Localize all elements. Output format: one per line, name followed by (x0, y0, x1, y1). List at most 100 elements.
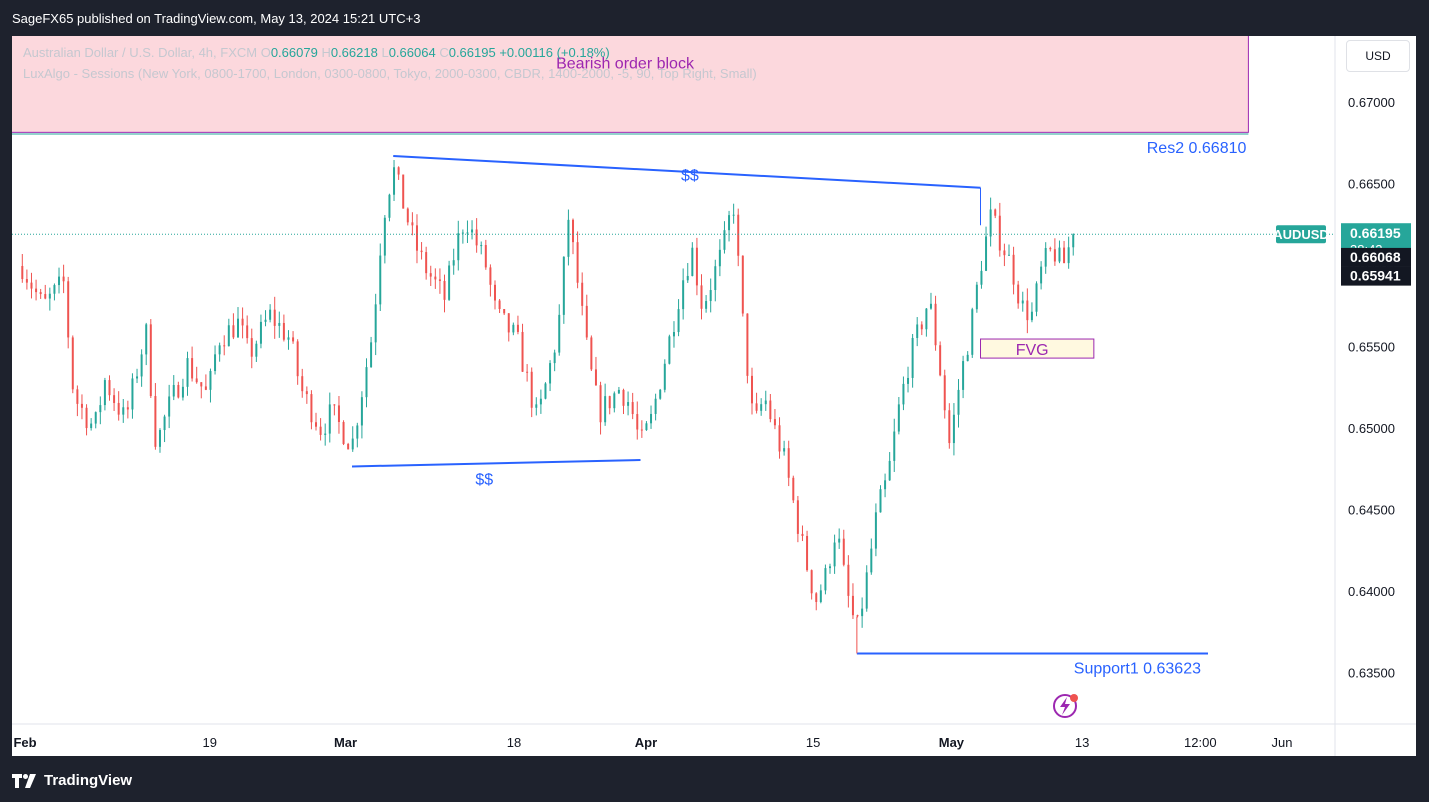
candle-body (856, 615, 859, 617)
candle-body (1072, 234, 1075, 248)
candle-body (672, 332, 675, 337)
candle-body (250, 338, 253, 357)
candle-body (741, 255, 744, 314)
candle-body (613, 393, 616, 409)
candle-body (952, 414, 955, 444)
candle-body (35, 288, 38, 293)
candle-body (388, 194, 391, 218)
candle-body (44, 294, 47, 299)
candle-body (236, 318, 239, 338)
candle-body (420, 250, 423, 253)
candle-body (934, 303, 937, 346)
candle-body (471, 229, 474, 233)
candle-body (1035, 283, 1038, 312)
candle-body (943, 375, 946, 411)
x-tick-label: 18 (507, 735, 521, 750)
brand-label: TradingView (44, 772, 133, 789)
candle-body (438, 279, 441, 281)
last-price-value: 0.66195 (1350, 225, 1401, 241)
candle-body (902, 383, 905, 405)
candle-body (750, 375, 753, 404)
footer: TradingView (0, 760, 1429, 802)
candle-body (145, 324, 148, 355)
candle-body (282, 322, 285, 340)
candle-body (971, 309, 974, 355)
change-value: +0.00116 (+0.18%) (499, 45, 610, 60)
candle-body (810, 570, 813, 594)
candle-body (989, 209, 992, 237)
y-tick-label: 0.65500 (1348, 340, 1395, 355)
candle-body (718, 249, 721, 267)
price-chart[interactable]: Bearish order block Res2 0.66810 $$ $$ Suppo… (12, 36, 1416, 756)
upper-trendline[interactable] (393, 154, 981, 189)
candle-body (163, 416, 166, 431)
x-tick-label: 15 (806, 735, 820, 750)
candle-body (907, 377, 910, 384)
candle-body (691, 247, 694, 276)
candle-body (966, 354, 969, 362)
fvg-box[interactable] (980, 338, 1095, 359)
lower-trendline[interactable] (351, 458, 641, 468)
currency-button[interactable]: USD (1346, 40, 1410, 72)
candle-body (874, 512, 877, 549)
candle-body (241, 318, 244, 326)
upper-liquidity-label: $$ (681, 167, 699, 184)
candle-body (572, 219, 575, 243)
candle-body (535, 404, 538, 408)
bearish-order-block[interactable] (12, 36, 1249, 133)
lower-liquidity-label: $$ (475, 471, 493, 488)
candle-body (911, 337, 914, 378)
candle-body (301, 376, 304, 392)
indicator-legend[interactable]: LuxAlgo - Sessions (New York, 0800-1700,… (23, 66, 757, 81)
candle-body (1063, 247, 1066, 264)
candle-body (792, 477, 795, 501)
candle-body (576, 242, 579, 283)
candle-body (879, 489, 882, 513)
candle-body (737, 214, 740, 256)
x-tick-label: 12:00 (1184, 735, 1217, 750)
candle-body (232, 325, 235, 338)
candle-body (292, 337, 295, 342)
candle-body (94, 412, 97, 424)
candle-body (324, 433, 327, 435)
candle-body (466, 232, 469, 234)
candle-body (379, 255, 382, 305)
candle-body (204, 386, 207, 390)
candle-body (328, 404, 331, 434)
candle-body (636, 414, 639, 430)
candle-body (851, 595, 854, 616)
candle-body (209, 371, 212, 390)
candle-body (172, 384, 175, 397)
candle-body (333, 404, 336, 406)
candle-body (512, 324, 515, 333)
chart-background (12, 36, 1416, 756)
candle-body (819, 590, 822, 602)
candle-body (67, 281, 70, 338)
candle-body (1007, 254, 1010, 256)
candle-body (608, 396, 611, 409)
candle-body (53, 285, 56, 294)
candle-body (682, 280, 685, 310)
candle-body (939, 345, 942, 376)
candle-body (842, 538, 845, 565)
y-tick-label: 0.65000 (1348, 421, 1395, 436)
candle-body (480, 245, 483, 247)
candle-body (1003, 250, 1006, 256)
candle-body (131, 378, 134, 410)
candle-body (1053, 249, 1056, 262)
symbol-badge-label: AUDUSD (1273, 227, 1329, 242)
candle-body (622, 389, 625, 406)
x-tick-label: 13 (1075, 735, 1089, 750)
candle-body (39, 292, 42, 295)
lightning-icon[interactable] (1053, 694, 1077, 718)
candle-body (870, 548, 873, 573)
candle-body (659, 389, 662, 399)
chart-frame[interactable]: Bearish order block Res2 0.66810 $$ $$ Suppo… (12, 36, 1416, 756)
candle-body (553, 352, 556, 364)
candle-body (1017, 284, 1020, 304)
candle-body (1040, 266, 1043, 284)
candle-body (80, 403, 83, 408)
tradingview-logo[interactable]: TradingView (12, 772, 132, 789)
candle-body (985, 236, 988, 271)
candle-body (117, 402, 120, 415)
